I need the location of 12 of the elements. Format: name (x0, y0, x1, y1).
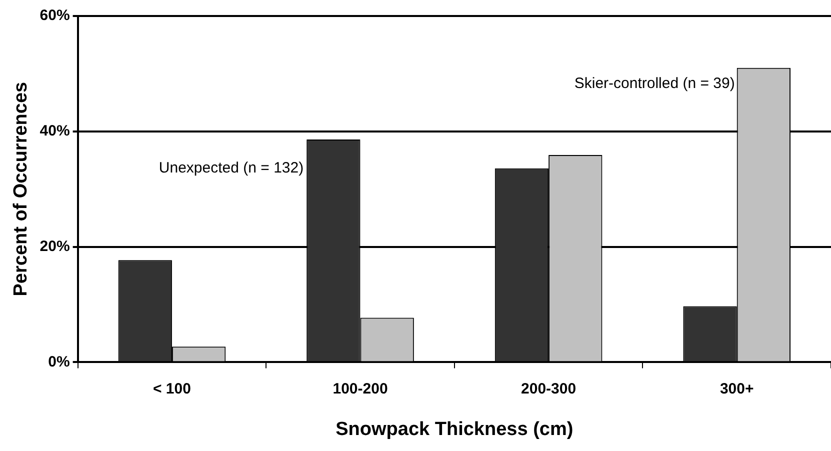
series-label: Unexpected (n = 132) (158, 159, 304, 176)
x-axis-title: Snowpack Thickness (cm) (336, 418, 574, 440)
x-tick-label: < 100 (152, 380, 191, 398)
y-axis-title: Percent of Occurrences (10, 82, 32, 296)
y-tick-label: 20% (40, 238, 70, 255)
x-tick-label: 300+ (720, 380, 754, 398)
y-tick-label: 60% (40, 7, 70, 24)
y-tick-label: 0% (48, 353, 70, 370)
series-label: Skier-controlled (n = 39) (574, 75, 735, 92)
x-tick-label: 100-200 (332, 380, 388, 398)
x-tick-label: 200-300 (521, 380, 576, 398)
y-tick-label: 40% (40, 122, 70, 140)
